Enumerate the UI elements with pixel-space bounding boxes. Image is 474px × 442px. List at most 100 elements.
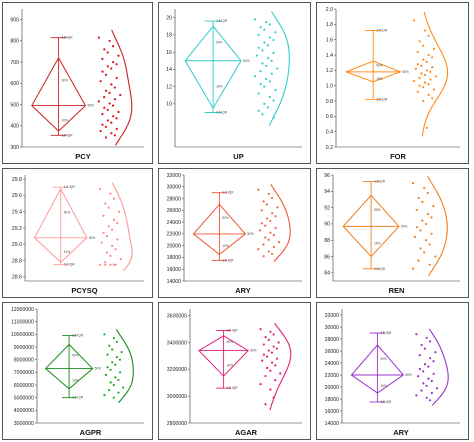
data-point <box>429 70 432 73</box>
data-point <box>269 369 272 372</box>
annotation-q3: 90% <box>216 41 223 45</box>
y-tick-label: 96 <box>324 173 330 179</box>
data-point <box>427 365 430 368</box>
data-point <box>109 192 112 195</box>
chart-svg: 28.6 28.8 29.0 29.2 29.4 29.6 29.8 PCYSQ 1.5 IQR… <box>12 175 144 295</box>
y-tick-label: 3000000 <box>167 394 187 400</box>
data-point <box>419 247 422 250</box>
quantile-diamond <box>184 25 242 110</box>
data-point <box>101 123 104 126</box>
annotation-q1: 10% <box>62 118 69 122</box>
data-point <box>268 95 271 99</box>
data-point <box>111 45 115 48</box>
data-point <box>110 83 113 86</box>
annotation-q3: 90% <box>380 357 387 361</box>
data-point <box>264 236 267 239</box>
data-point <box>416 90 419 93</box>
data-point <box>107 225 110 228</box>
annotation-q1: 10% <box>227 363 234 367</box>
data-point <box>106 65 109 68</box>
y-tick-label: 3600000 <box>167 314 187 320</box>
data-point <box>415 226 418 229</box>
data-point <box>275 357 279 360</box>
data-point <box>422 86 425 89</box>
data-point <box>260 209 263 212</box>
data-point <box>104 125 108 128</box>
data-point <box>272 51 275 55</box>
chart-panel-pcy: 300 400 500 600 700 800 900 PCY 1.5 IQR 90% 50% 10%… <box>2 2 153 164</box>
y-tick-label: 5000000 <box>14 395 34 401</box>
data-point <box>263 85 266 88</box>
data-point <box>267 349 270 352</box>
violin-outline <box>269 322 292 411</box>
annotation-bottom: 1.5 IQR <box>64 263 76 267</box>
annotation-bottom: 1.5 IQR <box>72 396 84 400</box>
y-tick-label: 20 <box>166 15 172 21</box>
data-point <box>110 228 114 231</box>
data-point <box>108 39 111 42</box>
annotation-bottom: 1.5 IQR <box>227 386 239 390</box>
data-point <box>114 248 117 251</box>
data-point <box>415 208 418 212</box>
data-point <box>425 396 428 399</box>
y-tick-label: 84 <box>324 271 330 277</box>
y-tick-label: 12000000 <box>11 307 34 313</box>
data-point <box>103 333 106 336</box>
data-point <box>267 250 270 253</box>
data-point <box>118 371 122 374</box>
chart-panel-pcysq: 28.6 28.8 29.0 29.2 29.4 29.6 29.8 PCYSQ 1.5 IQR… <box>2 168 153 298</box>
data-point <box>266 44 270 47</box>
data-point <box>98 263 102 266</box>
annotation-top: 1.5 IQR <box>222 191 234 195</box>
data-point <box>264 403 267 406</box>
data-point <box>112 263 115 266</box>
y-tick-label: 700 <box>10 60 19 66</box>
chart-svg: 84 86 88 90 92 94 96 REN 1.5 IQR 90% 50% 10% 1.5 IQR <box>324 173 460 295</box>
data-point <box>97 36 100 39</box>
data-point <box>113 98 117 101</box>
y-tick-label: 10 <box>166 102 172 108</box>
data-point <box>275 347 278 350</box>
data-point <box>423 186 426 190</box>
y-tick-label: 300 <box>10 145 19 151</box>
data-point <box>118 358 122 361</box>
data-point <box>279 372 282 375</box>
data-point <box>421 219 424 222</box>
data-point <box>434 351 437 354</box>
data-point <box>115 76 118 80</box>
chart-svg: 300 400 500 600 700 800 900 PCY 1.5 IQR 90% 50% 10%… <box>10 9 144 161</box>
data-point <box>103 48 106 51</box>
chart-panel-ren: 84 86 88 90 92 94 96 REN 1.5 IQR 90% 50% 10% 1.5 IQR <box>316 168 469 298</box>
data-point <box>110 132 113 135</box>
data-point <box>274 88 277 92</box>
data-point <box>261 49 264 52</box>
data-point <box>270 351 274 354</box>
data-point <box>266 366 269 370</box>
data-point <box>259 70 262 73</box>
y-tick-label: 24000 <box>325 361 340 367</box>
data-point <box>255 54 258 57</box>
data-point <box>108 344 111 347</box>
data-point <box>413 235 416 239</box>
chart-panel-up: 10 12 14 16 18 20 UP 1.5 IQR 90% 50% 10% 1.5 IQR <box>158 2 311 164</box>
data-point <box>415 333 418 336</box>
annotation-bottom: 1.5 IQR <box>222 258 234 262</box>
y-tick-label: 18 <box>166 33 172 39</box>
data-point <box>117 391 120 394</box>
y-tick-label: 22000 <box>325 373 340 379</box>
data-point <box>430 216 433 219</box>
data-point <box>263 102 266 105</box>
data-point <box>106 366 109 369</box>
violin-outline <box>421 11 449 137</box>
data-point <box>429 78 432 81</box>
annotation-q1: 10% <box>222 244 229 248</box>
annotation-top: 1.5 IQR <box>227 328 239 332</box>
y-tick-label: 0.8 <box>326 99 333 105</box>
data-point <box>272 245 275 248</box>
y-tick-label: 3200000 <box>167 367 187 373</box>
data-point <box>429 357 432 360</box>
data-point <box>432 360 435 363</box>
y-tick-label: 11000000 <box>11 319 34 325</box>
annotation-q1: 10% <box>64 250 71 254</box>
y-tick-label: 18000 <box>325 397 340 403</box>
